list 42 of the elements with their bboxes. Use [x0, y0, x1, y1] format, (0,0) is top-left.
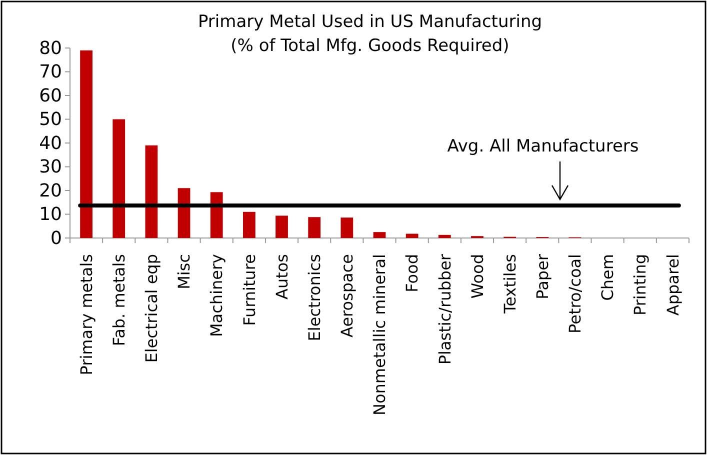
chart-title: Primary Metal Used in US Manufacturing — [198, 12, 542, 32]
bar — [80, 50, 92, 238]
x-tick-label: Petro/coal — [566, 254, 585, 334]
bar — [406, 234, 418, 238]
x-tick-label: Plastic/rubber — [435, 254, 454, 365]
y-tick-label: 80 — [39, 38, 62, 59]
y-tick-label: 20 — [39, 180, 62, 202]
x-tick-label: Fab. metals — [109, 254, 128, 346]
bar — [242, 212, 256, 238]
x-tick-label: Misc — [174, 254, 194, 290]
x-tick-label: Apparel — [663, 254, 682, 316]
y-tick-label: 30 — [39, 156, 62, 178]
x-tick-label: Printing — [630, 254, 650, 316]
x-tick-label: Primary metals — [76, 254, 96, 376]
x-tick-label: Nonmetallic mineral — [370, 254, 390, 416]
x-tick-label: Machinery — [207, 254, 226, 338]
y-tick-label: 60 — [39, 85, 62, 106]
bar — [210, 192, 223, 238]
bar — [340, 218, 354, 238]
bar — [112, 119, 126, 238]
x-tick-label: Wood — [468, 254, 487, 299]
chart-subtitle: (% of Total Mfg. Goods Required) — [230, 36, 510, 56]
y-tick-label: 70 — [39, 62, 62, 83]
bar — [438, 234, 451, 238]
x-tick-label: Furniture — [240, 254, 259, 326]
bar — [373, 232, 386, 238]
y-tick-label: 40 — [39, 132, 62, 154]
y-tick-label: 10 — [39, 204, 62, 226]
bar — [145, 145, 158, 238]
x-tick-label: Electronics — [304, 254, 324, 342]
x-tick-label: Autos — [272, 254, 292, 300]
y-tick-label: 0 — [50, 228, 62, 249]
x-tick-label: Chem — [598, 254, 618, 301]
x-tick-label: Paper — [532, 254, 552, 300]
x-tick-label: Aerospace — [338, 254, 357, 338]
x-tick-label: Food — [402, 254, 422, 292]
bar — [276, 216, 288, 238]
y-tick-label: 50 — [39, 109, 62, 130]
x-tick-label: Electrical eqp — [142, 254, 162, 363]
bar — [308, 217, 321, 238]
ref-line-label: Avg. All Manufacturers — [447, 136, 639, 156]
x-tick-label: Textiles — [500, 254, 520, 314]
